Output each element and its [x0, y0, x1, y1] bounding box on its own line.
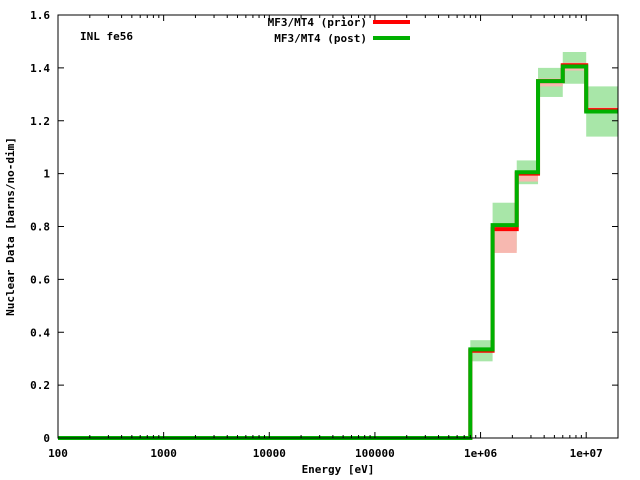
y-tick-label: 0.2	[30, 379, 50, 392]
y-tick-label: 0.4	[30, 326, 50, 339]
x-tick-label: 100000	[355, 447, 395, 460]
series-line-prior	[58, 63, 618, 440]
x-tick-label: 1e+07	[570, 447, 603, 460]
x-tick-label: 1e+06	[464, 447, 497, 460]
series-line-post	[58, 64, 618, 440]
x-axis-label: Energy [eV]	[302, 463, 375, 476]
y-tick-label: 0	[43, 432, 50, 445]
y-tick-label: 1.4	[30, 62, 50, 75]
legend-label: MF3/MT4 (post)	[274, 32, 367, 45]
annotation-label: INL fe56	[80, 30, 133, 43]
legend-label: MF3/MT4 (prior)	[268, 16, 367, 29]
y-tick-label: 0.6	[30, 273, 50, 286]
y-tick-label: 1.6	[30, 9, 50, 22]
x-tick-label: 10000	[253, 447, 286, 460]
y-axis-label: Nuclear Data [barns/no-dim]	[4, 137, 17, 316]
series-lines	[58, 63, 618, 440]
y-tick-label: 1	[43, 168, 50, 181]
y-tick-label: 0.8	[30, 221, 50, 234]
axis-ticks: 0 0.2 0.4 0.6 0.8 1 1.2 1.4 1.6 100 1000 10000 10000…	[30, 9, 619, 460]
plot-frame	[57, 14, 619, 439]
legend: MF3/MT4 (prior) MF3/MT4 (post)	[268, 16, 410, 45]
y-tick-label: 1.2	[30, 115, 50, 128]
x-tick-label: 100	[48, 447, 68, 460]
x-tick-label: 1000	[150, 447, 177, 460]
uncertainty-band-prior	[516, 170, 539, 182]
